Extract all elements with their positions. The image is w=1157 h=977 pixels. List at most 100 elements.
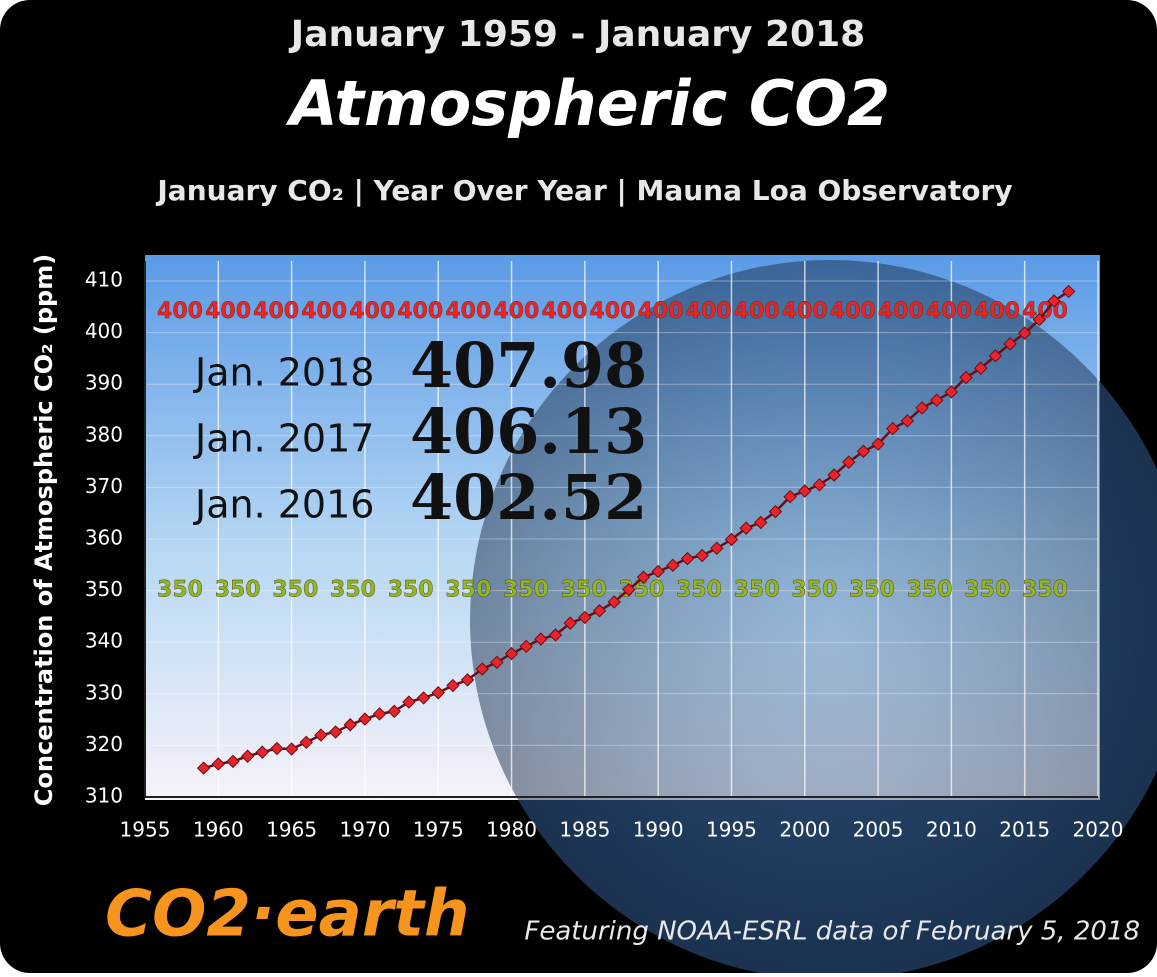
data-point [622, 582, 636, 597]
data-point [460, 673, 475, 687]
y-tick-label: 360 [85, 526, 123, 550]
data-point [651, 564, 665, 579]
reference-label: 350 [388, 578, 434, 603]
data-point [636, 570, 651, 584]
y-tick-label: 390 [85, 371, 123, 395]
reference-label: 350 [849, 578, 895, 603]
data-point [974, 361, 988, 375]
callout-label: Jan. 2018 [193, 351, 374, 395]
data-point [827, 468, 841, 482]
x-tick-label: 2020 [1073, 818, 1124, 842]
reference-label: 350 [330, 578, 376, 603]
reference-label: 400 [157, 299, 203, 324]
reference-label: 350 [561, 578, 607, 603]
reference-label: 350 [503, 578, 549, 603]
data-point [255, 745, 269, 759]
reference-label: 350 [157, 578, 203, 603]
x-tick-label: 1995 [706, 818, 757, 842]
data-point [607, 595, 621, 609]
reference-label: 350 [445, 578, 491, 603]
data-point [944, 385, 959, 399]
data-point [402, 695, 416, 709]
y-tick-label: 340 [85, 629, 123, 653]
reference-label: 350 [1022, 578, 1068, 603]
y-tick-label: 380 [85, 422, 123, 446]
y-tick-label: 370 [85, 474, 123, 498]
data-point [240, 749, 255, 763]
callout-value: 407.98 [410, 329, 647, 402]
data-point [915, 401, 929, 415]
data-point [812, 478, 827, 492]
chart-title: Atmospheric CO2 [285, 67, 890, 140]
reference-label: 350 [734, 578, 780, 603]
x-tick-label: 1960 [193, 818, 244, 842]
reference-label: 400 [974, 299, 1020, 324]
reference-label: 400 [830, 299, 876, 324]
data-point [695, 548, 709, 563]
data-point [959, 370, 973, 385]
reference-label: 400 [301, 299, 347, 324]
data-point [754, 515, 768, 530]
data-point [739, 521, 753, 535]
reference-label: 350 [272, 578, 318, 603]
data-point [534, 632, 548, 646]
data-point [886, 421, 900, 436]
y-tick-label: 400 [85, 319, 123, 343]
x-tick-label: 2010 [926, 818, 977, 842]
x-tick-label: 2005 [853, 818, 904, 842]
data-point [519, 639, 533, 654]
x-tick-label: 1980 [486, 818, 537, 842]
data-point [431, 686, 445, 700]
brand: CO2·earth [105, 878, 470, 952]
callout-label: Jan. 2016 [193, 483, 374, 527]
data-point [343, 718, 357, 732]
data-point [724, 532, 739, 547]
data-point [578, 610, 592, 625]
data-point [783, 489, 797, 504]
data-point [1032, 312, 1047, 327]
reference-label: 400 [638, 299, 684, 324]
data-point [1047, 294, 1061, 308]
data-point [680, 551, 695, 566]
callout-value: 406.13 [410, 395, 647, 468]
data-point [270, 741, 284, 756]
reference-label: 400 [734, 299, 780, 324]
reference-label: 350 [907, 578, 953, 603]
data-point [504, 646, 519, 661]
reference-label: 400 [397, 299, 443, 324]
data-point [211, 757, 226, 771]
reference-label: 400 [445, 299, 491, 324]
data-point [548, 628, 563, 642]
footnote: Featuring NOAA-ESRL data of February 5, … [524, 917, 1140, 947]
data-point [563, 616, 577, 630]
reference-label: 400 [493, 299, 539, 324]
x-tick-label: 1955 [120, 818, 171, 842]
data-point [842, 455, 856, 469]
data-point [387, 704, 401, 719]
data-point [196, 761, 211, 775]
data-point [446, 678, 460, 693]
reference-label: 350 [215, 578, 261, 603]
data-point [372, 707, 387, 721]
x-tick-label: 1965 [266, 818, 317, 842]
y-tick-label: 320 [85, 732, 123, 756]
data-point [798, 484, 812, 498]
callout-label: Jan. 2017 [193, 417, 374, 461]
reference-label: 350 [964, 578, 1010, 603]
y-tick-label: 310 [85, 784, 123, 808]
y-tick-label: 410 [85, 268, 123, 292]
data-point [710, 541, 724, 555]
callout-value: 402.52 [410, 461, 647, 534]
data-point [930, 393, 944, 407]
data-point [490, 655, 504, 670]
reference-label: 350 [676, 578, 722, 603]
reference-label: 400 [878, 299, 924, 324]
x-tick-label: 2015 [999, 818, 1050, 842]
reference-label: 400 [349, 299, 395, 324]
data-point [900, 414, 915, 428]
data-point [284, 742, 299, 756]
reference-label: 400 [782, 299, 828, 324]
y-tick-label: 350 [85, 577, 123, 601]
data-point [1017, 326, 1032, 340]
